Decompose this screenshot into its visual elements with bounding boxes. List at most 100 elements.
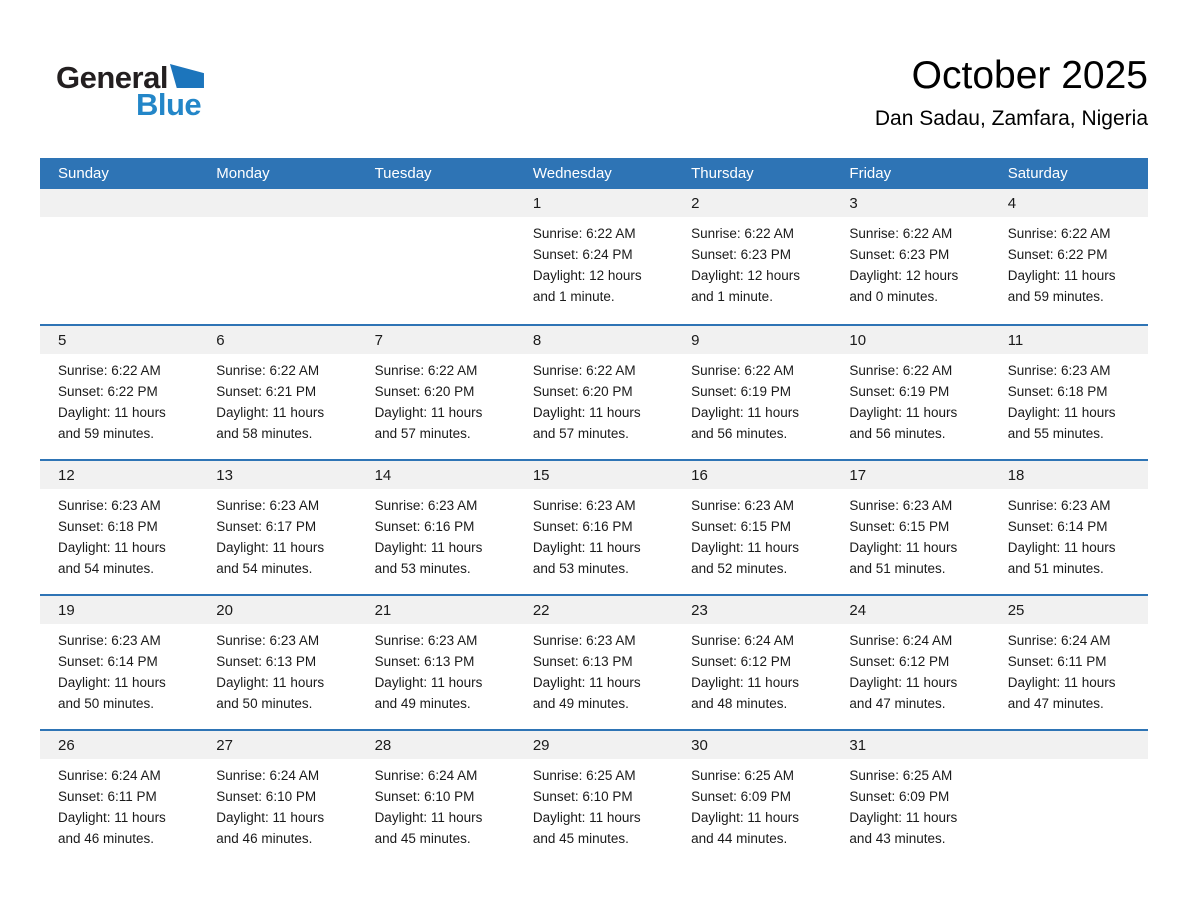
daylight-text: Daylight: 11 hours and 56 minutes.: [849, 404, 958, 441]
daylight-text: Daylight: 11 hours and 55 minutes.: [1007, 404, 1116, 441]
daylight-text: Daylight: 12 hours and 1 minute.: [532, 267, 642, 304]
day-number-band: 6: [198, 326, 357, 354]
sun-info: Sunrise: 6:23 AM Sunset: 6:13 PM Daylight:…: [515, 624, 673, 715]
sun-info: Sunrise: 6:22 AM Sunset: 6:24 PM Daylight:…: [515, 217, 673, 308]
daylight-text: Daylight: 11 hours and 56 minutes.: [691, 404, 799, 441]
sunrise-text: Sunrise: 6:23 AM: [58, 633, 161, 648]
calendar-week-row-2: 5 Sunrise: 6:22 AM Sunset: 6:22 PM Daylight…: [40, 324, 1148, 459]
calendar-cell-empty: [989, 731, 1148, 864]
day-number-band: 31: [831, 731, 990, 759]
sunset-text: Sunset: 6:19 PM: [691, 383, 791, 399]
sun-info: Sunrise: 6:24 AM Sunset: 6:10 PM Daylight:…: [357, 759, 515, 850]
daylight-text: Daylight: 11 hours and 53 minutes.: [532, 539, 641, 576]
daylight-text: Daylight: 11 hours and 44 minutes.: [691, 809, 799, 846]
sunset-text: Sunset: 6:13 PM: [374, 653, 475, 669]
sun-info: Sunrise: 6:23 AM Sunset: 6:14 PM Daylight:…: [990, 489, 1148, 580]
calendar-cell-day-18: 18 Sunrise: 6:23 AM Sunset: 6:14 PM Dayligh…: [989, 461, 1148, 594]
daylight-text: Daylight: 11 hours and 51 minutes.: [849, 539, 958, 576]
sun-info: Sunrise: 6:23 AM Sunset: 6:13 PM Daylight:…: [198, 624, 356, 715]
day-number-band: 20: [198, 596, 357, 624]
daylight-text: Daylight: 11 hours and 59 minutes.: [1007, 267, 1116, 304]
day-number: 23: [691, 601, 708, 619]
day-number: 17: [849, 466, 867, 484]
day-number: 7: [374, 331, 383, 349]
day-number: 13: [216, 466, 233, 484]
sunrise-text: Sunrise: 6:23 AM: [216, 498, 320, 513]
calendar-cell-day-3: 3 Sunrise: 6:22 AM Sunset: 6:23 PM Daylight…: [831, 189, 990, 324]
calendar-cell-day-17: 17 Sunrise: 6:23 AM Sunset: 6:15 PM Dayligh…: [831, 461, 990, 594]
daylight-text: Daylight: 11 hours and 58 minutes.: [216, 404, 325, 441]
sunrise-text: Sunrise: 6:23 AM: [532, 633, 636, 648]
day-number: 26: [58, 736, 75, 754]
calendar-body: 1 Sunrise: 6:22 AM Sunset: 6:24 PM Daylight…: [40, 189, 1148, 864]
sunset-text: Sunset: 6:11 PM: [1007, 653, 1107, 669]
calendar-cell-day-24: 24 Sunrise: 6:24 AM Sunset: 6:12 PM Dayligh…: [831, 596, 990, 729]
day-number-band: 25: [989, 596, 1148, 624]
page-header: General Blue October 2025 Dan Sadau, Zam…: [40, 0, 1148, 158]
day-number: 30: [691, 736, 708, 754]
day-number: 14: [374, 466, 392, 484]
weekday-header-tuesday: Tuesday: [374, 165, 432, 182]
logo-text-blue: Blue: [136, 87, 202, 122]
sun-info: Sunrise: 6:24 AM Sunset: 6:12 PM Daylight:…: [673, 624, 831, 715]
day-number: 31: [849, 736, 867, 754]
sunrise-text: Sunrise: 6:22 AM: [374, 363, 478, 378]
day-number: 21: [374, 601, 392, 619]
day-number-band: 2: [673, 189, 832, 217]
daylight-text: Daylight: 11 hours and 53 minutes.: [374, 539, 483, 576]
daylight-text: Daylight: 11 hours and 43 minutes.: [849, 809, 958, 846]
daylight-text: Daylight: 12 hours and 0 minutes.: [849, 267, 959, 304]
daylight-text: Daylight: 11 hours and 45 minutes.: [532, 809, 641, 846]
sunrise-text: Sunrise: 6:23 AM: [1007, 498, 1111, 513]
sunset-text: Sunset: 6:11 PM: [58, 788, 157, 804]
calendar-cell-day-25: 25 Sunrise: 6:24 AM Sunset: 6:11 PM Dayligh…: [989, 596, 1148, 729]
day-number-band: 3: [831, 189, 990, 217]
sunset-text: Sunset: 6:13 PM: [532, 653, 633, 669]
day-number: 5: [58, 331, 67, 349]
calendar-cell-day-26: 26 Sunrise: 6:24 AM Sunset: 6:11 PM Dayligh…: [40, 731, 199, 864]
day-number-band: 27: [198, 731, 357, 759]
day-number-band: 10: [831, 326, 990, 354]
page-subtitle: Dan Sadau, Zamfara, Nigeria: [874, 106, 1148, 130]
weekday-header-friday: Friday: [849, 165, 892, 182]
day-number: 28: [374, 736, 392, 754]
general-blue-logo: General Blue: [56, 62, 276, 142]
daylight-text: Daylight: 11 hours and 54 minutes.: [216, 539, 325, 576]
weekday-header-row: Sunday Monday Tuesday Wednesday Thursday Frid…: [40, 158, 1148, 189]
daylight-text: Daylight: 11 hours and 48 minutes.: [691, 674, 799, 711]
logo-text-general: General: [56, 60, 168, 95]
sun-info: Sunrise: 6:23 AM Sunset: 6:15 PM Daylight:…: [673, 489, 831, 580]
sunrise-text: Sunrise: 6:22 AM: [691, 363, 794, 378]
day-number: 6: [216, 331, 225, 349]
sun-info: Sunrise: 6:22 AM Sunset: 6:19 PM Daylight:…: [831, 354, 989, 445]
sunrise-text: Sunrise: 6:23 AM: [532, 498, 636, 513]
sunset-text: Sunset: 6:16 PM: [374, 518, 475, 534]
sunset-text: Sunset: 6:09 PM: [849, 788, 950, 804]
calendar-cell-empty: [40, 189, 199, 324]
daylight-text: Daylight: 11 hours and 49 minutes.: [374, 674, 483, 711]
daylight-text: Daylight: 11 hours and 46 minutes.: [58, 809, 166, 846]
sun-info: Sunrise: 6:23 AM Sunset: 6:15 PM Daylight:…: [831, 489, 989, 580]
calendar-cell-day-28: 28 Sunrise: 6:24 AM Sunset: 6:10 PM Dayligh…: [356, 731, 515, 864]
day-number: 1: [532, 194, 542, 212]
day-number: 2: [691, 194, 700, 212]
sunrise-text: Sunrise: 6:24 AM: [691, 633, 794, 648]
calendar-cell-day-12: 12 Sunrise: 6:23 AM Sunset: 6:18 PM Dayligh…: [40, 461, 199, 594]
day-number: 16: [691, 466, 708, 484]
calendar-week-row-5: 26 Sunrise: 6:24 AM Sunset: 6:11 PM Dayligh…: [40, 729, 1148, 864]
calendar-cell-day-13: 13 Sunrise: 6:23 AM Sunset: 6:17 PM Dayligh…: [198, 461, 357, 594]
calendar-cell-day-7: 7 Sunrise: 6:22 AM Sunset: 6:20 PM Daylight…: [356, 326, 515, 459]
day-number-band: 18: [989, 461, 1148, 489]
sunset-text: Sunset: 6:22 PM: [58, 383, 158, 399]
sun-info: Sunrise: 6:22 AM Sunset: 6:23 PM Daylight:…: [831, 217, 989, 308]
calendar-cell-day-2: 2 Sunrise: 6:22 AM Sunset: 6:23 PM Daylight…: [673, 189, 832, 324]
sun-info: Sunrise: 6:22 AM Sunset: 6:22 PM Daylight:…: [990, 217, 1148, 308]
sunrise-text: Sunrise: 6:23 AM: [374, 498, 478, 513]
day-number: 25: [1007, 601, 1025, 619]
sunset-text: Sunset: 6:12 PM: [849, 653, 950, 669]
sun-info: Sunrise: 6:24 AM Sunset: 6:11 PM Daylight:…: [40, 759, 198, 850]
sunrise-text: Sunrise: 6:25 AM: [691, 768, 794, 783]
calendar-cell-day-9: 9 Sunrise: 6:22 AM Sunset: 6:19 PM Daylight…: [673, 326, 832, 459]
calendar-cell-empty: [356, 189, 515, 324]
